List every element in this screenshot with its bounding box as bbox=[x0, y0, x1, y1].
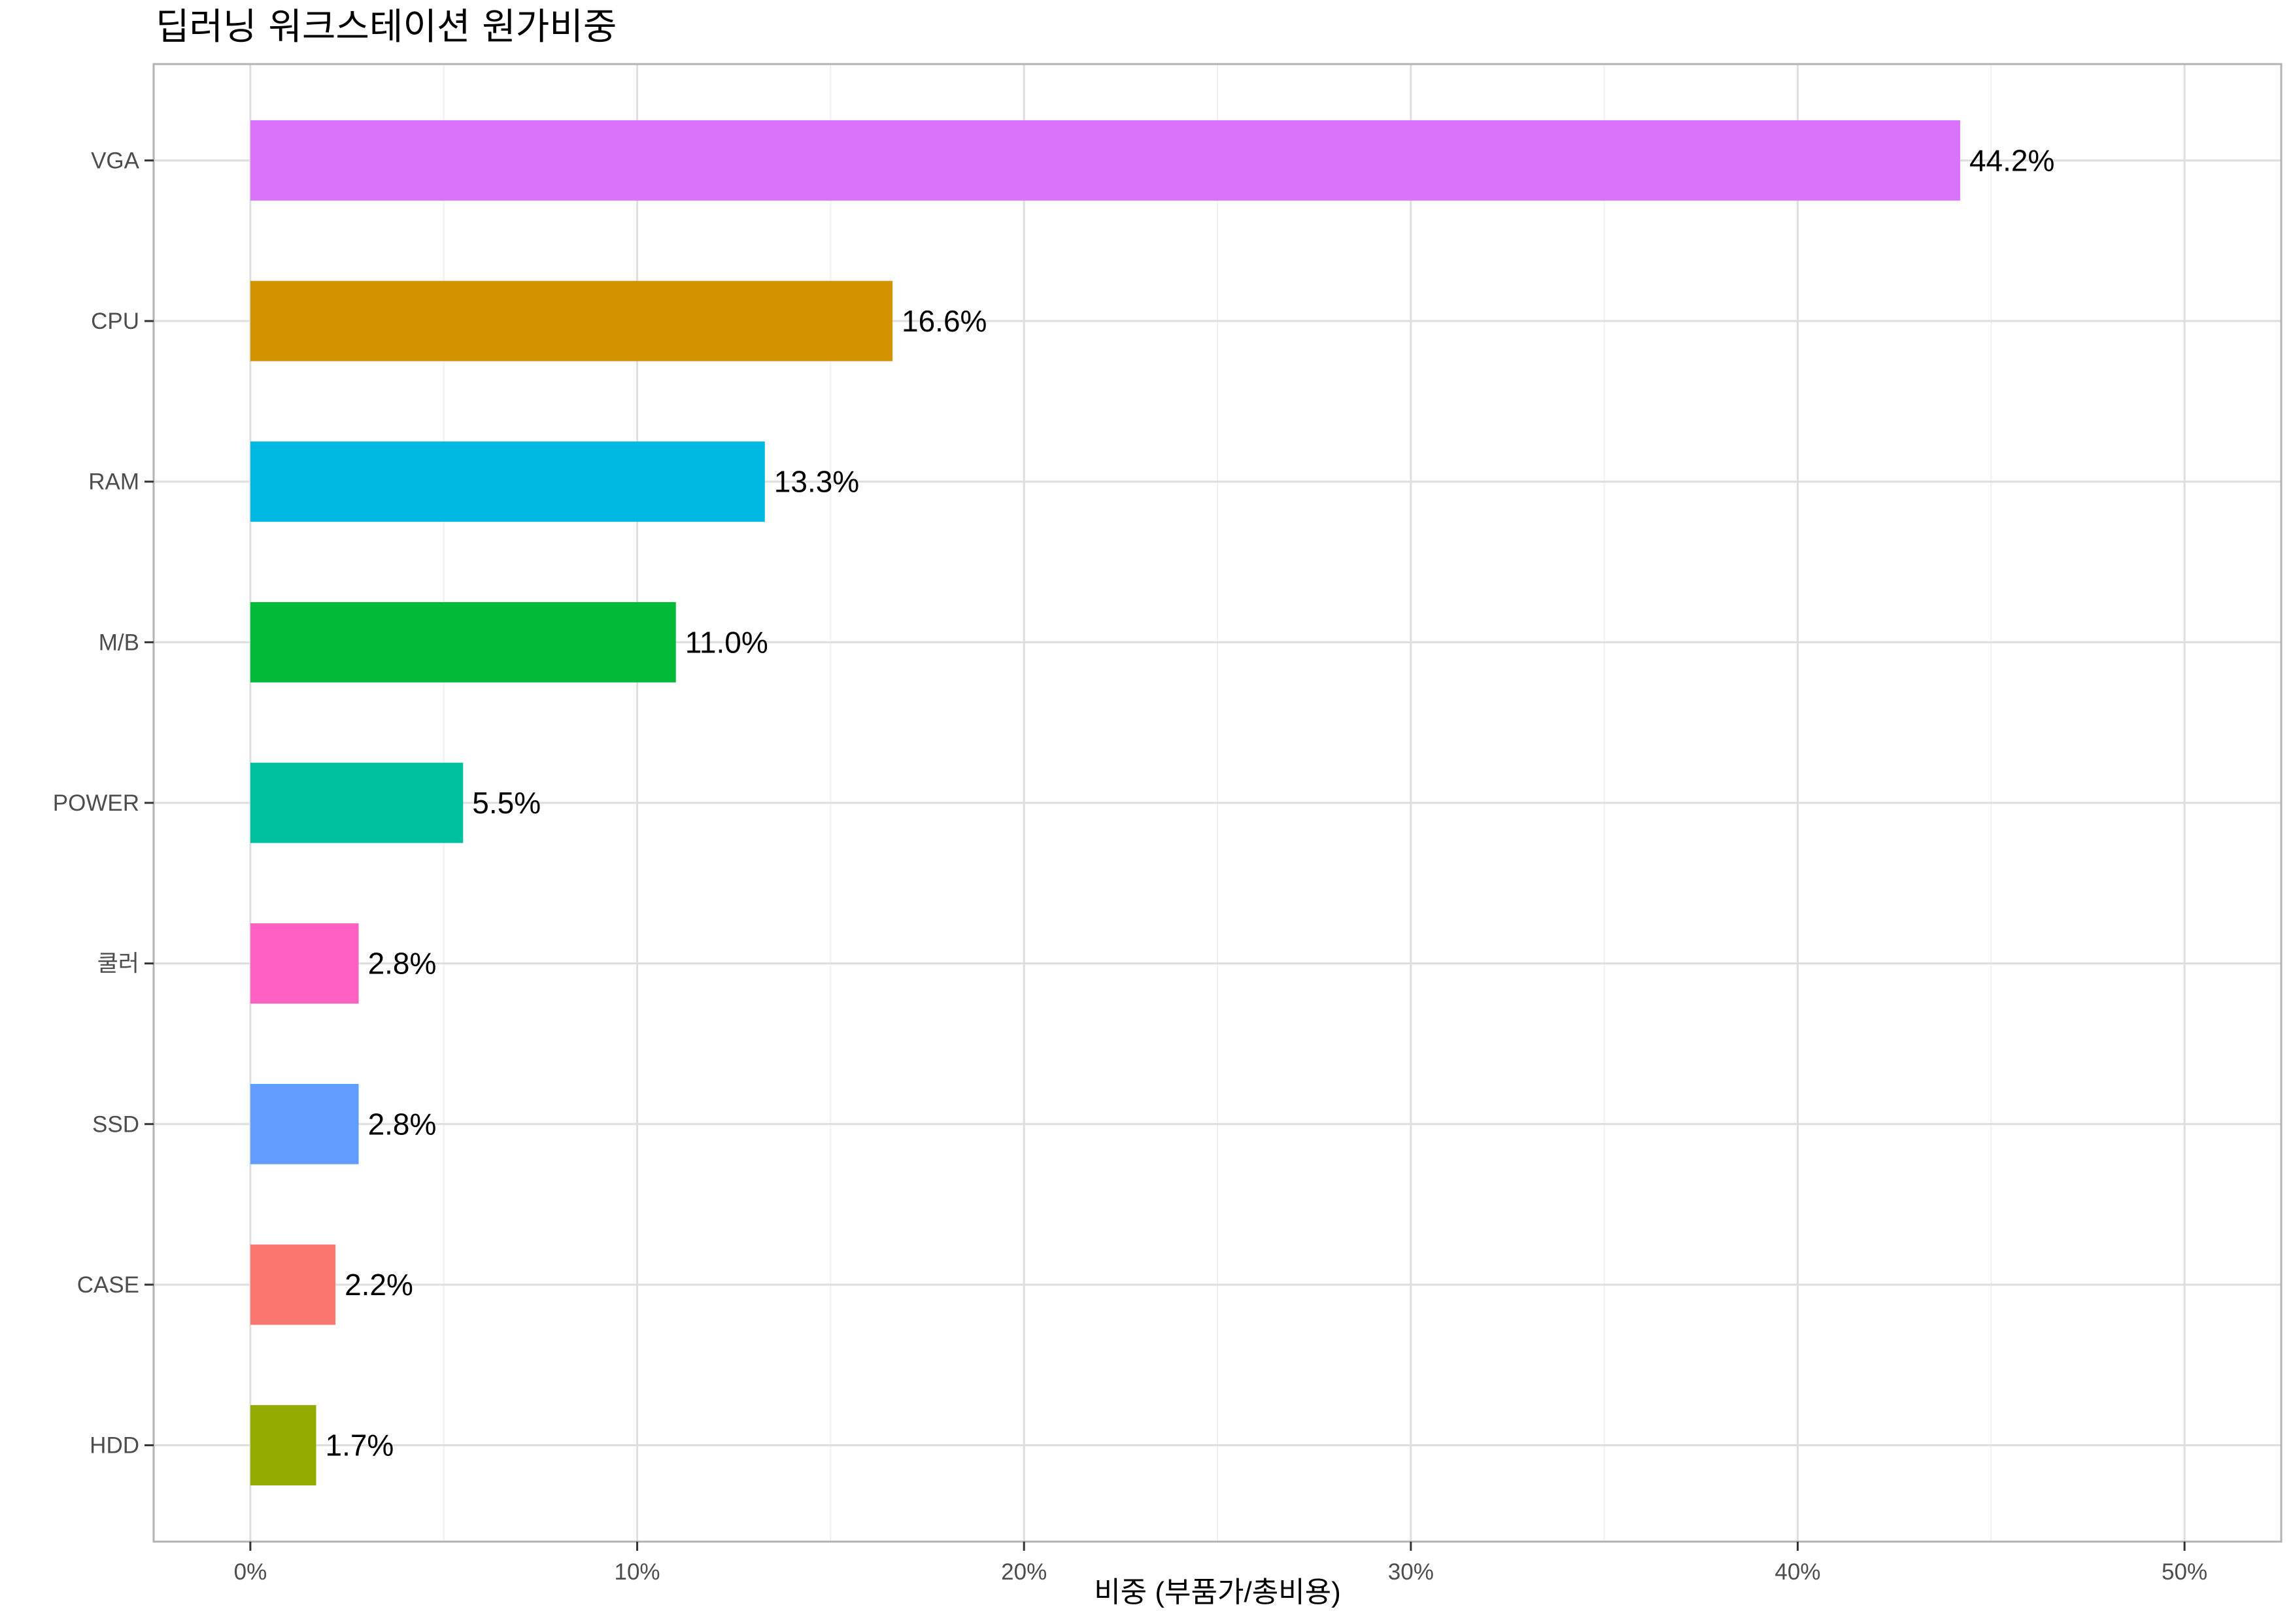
bar-CASE bbox=[250, 1244, 336, 1325]
data-label: 13.3% bbox=[774, 465, 859, 499]
data-label: 1.7% bbox=[325, 1429, 394, 1463]
data-label: 16.6% bbox=[902, 304, 987, 338]
bars bbox=[250, 120, 1960, 1486]
bar-쿨러 bbox=[250, 923, 359, 1004]
y-tick-label: 쿨러 bbox=[97, 951, 139, 977]
x-tick-label: 40% bbox=[1775, 1559, 1820, 1585]
y-axis: VGA CPU RAM M/B POWER 쿨러 SSD CASE HDD bbox=[53, 148, 154, 1459]
y-tick-label: M/B bbox=[99, 630, 139, 655]
x-tick-label: 20% bbox=[1001, 1559, 1047, 1585]
x-axis-title: 비중 (부품가/총비용) bbox=[1094, 1576, 1341, 1608]
data-label: 44.2% bbox=[1969, 143, 2054, 177]
bar-POWER bbox=[250, 762, 464, 843]
x-tick-label: 0% bbox=[234, 1559, 267, 1585]
y-tick-label: VGA bbox=[91, 148, 140, 173]
x-tick-label: 10% bbox=[615, 1559, 660, 1585]
bar-CPU bbox=[250, 280, 893, 362]
y-tick-label: CPU bbox=[91, 309, 139, 334]
x-tick-label: 30% bbox=[1388, 1559, 1434, 1585]
bar-M/B bbox=[250, 601, 676, 683]
chart-title: 딥러닝 워크스테이션 원가비중 bbox=[156, 6, 617, 48]
y-tick-label: POWER bbox=[53, 790, 139, 816]
data-label: 2.8% bbox=[368, 1107, 437, 1141]
bar-HDD bbox=[250, 1405, 316, 1486]
data-label: 2.8% bbox=[368, 947, 437, 981]
x-axis: 0% 10% 20% 30% 40% 50% bbox=[234, 1542, 2207, 1585]
x-tick-label: 50% bbox=[2162, 1559, 2207, 1585]
data-label: 2.2% bbox=[345, 1268, 413, 1302]
y-tick-label: CASE bbox=[77, 1272, 139, 1298]
bar-RAM bbox=[250, 441, 765, 522]
data-label: 11.0% bbox=[685, 625, 768, 659]
bar-VGA bbox=[250, 120, 1960, 201]
y-tick-label: RAM bbox=[88, 469, 139, 495]
data-label: 5.5% bbox=[472, 786, 541, 820]
y-tick-label: SSD bbox=[92, 1111, 139, 1137]
bar-SSD bbox=[250, 1083, 359, 1164]
y-tick-label: HDD bbox=[90, 1433, 139, 1459]
value-labels: 44.2% 16.6% 13.3% 11.0% 5.5% 2.8% 2.8% 2.2% 1.7% bbox=[325, 143, 2054, 1462]
